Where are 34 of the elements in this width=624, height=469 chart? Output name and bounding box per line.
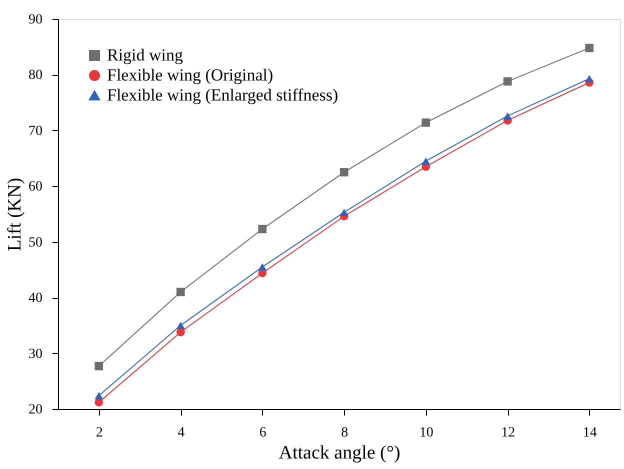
point [585, 44, 594, 52]
y-tick-label: 50 [28, 235, 42, 250]
point [94, 362, 104, 370]
y-tick-label: 90 [28, 12, 42, 28]
point [258, 263, 267, 271]
point [258, 224, 267, 234]
point [340, 168, 348, 176]
x-tick-label: 2 [96, 426, 103, 440]
point [176, 322, 185, 330]
x-tick-label: 14 [582, 426, 597, 440]
x-tick-label: 4 [178, 426, 185, 440]
point [503, 77, 512, 86]
legend-label: Flexible wing (Enlarged stiffness) [107, 86, 338, 104]
y-tick-label: 30 [28, 346, 42, 362]
y-tick-label: 70 [28, 124, 42, 139]
legend-label: Rigid wing [107, 46, 184, 64]
point [176, 288, 185, 296]
point [340, 208, 348, 216]
x-tick-label: 10 [419, 426, 434, 440]
y-tick-label: 20 [28, 402, 42, 418]
point [422, 157, 430, 165]
point [503, 112, 512, 120]
legend-label: Flexible wing (Original) [107, 66, 274, 84]
y-tick-label: 80 [28, 68, 42, 84]
point [585, 74, 594, 82]
x-tick-label: 6 [259, 426, 266, 440]
point [422, 118, 430, 127]
x-tick-label: 12 [501, 426, 516, 440]
y-tick-label: 60 [28, 180, 42, 195]
x-axis-title: Attack angle (°) [278, 442, 400, 464]
x-tick-label: 8 [341, 426, 348, 440]
y-axis-title: Lift (KN) [4, 178, 26, 252]
y-tick-label: 40 [28, 291, 42, 306]
point [94, 392, 104, 400]
